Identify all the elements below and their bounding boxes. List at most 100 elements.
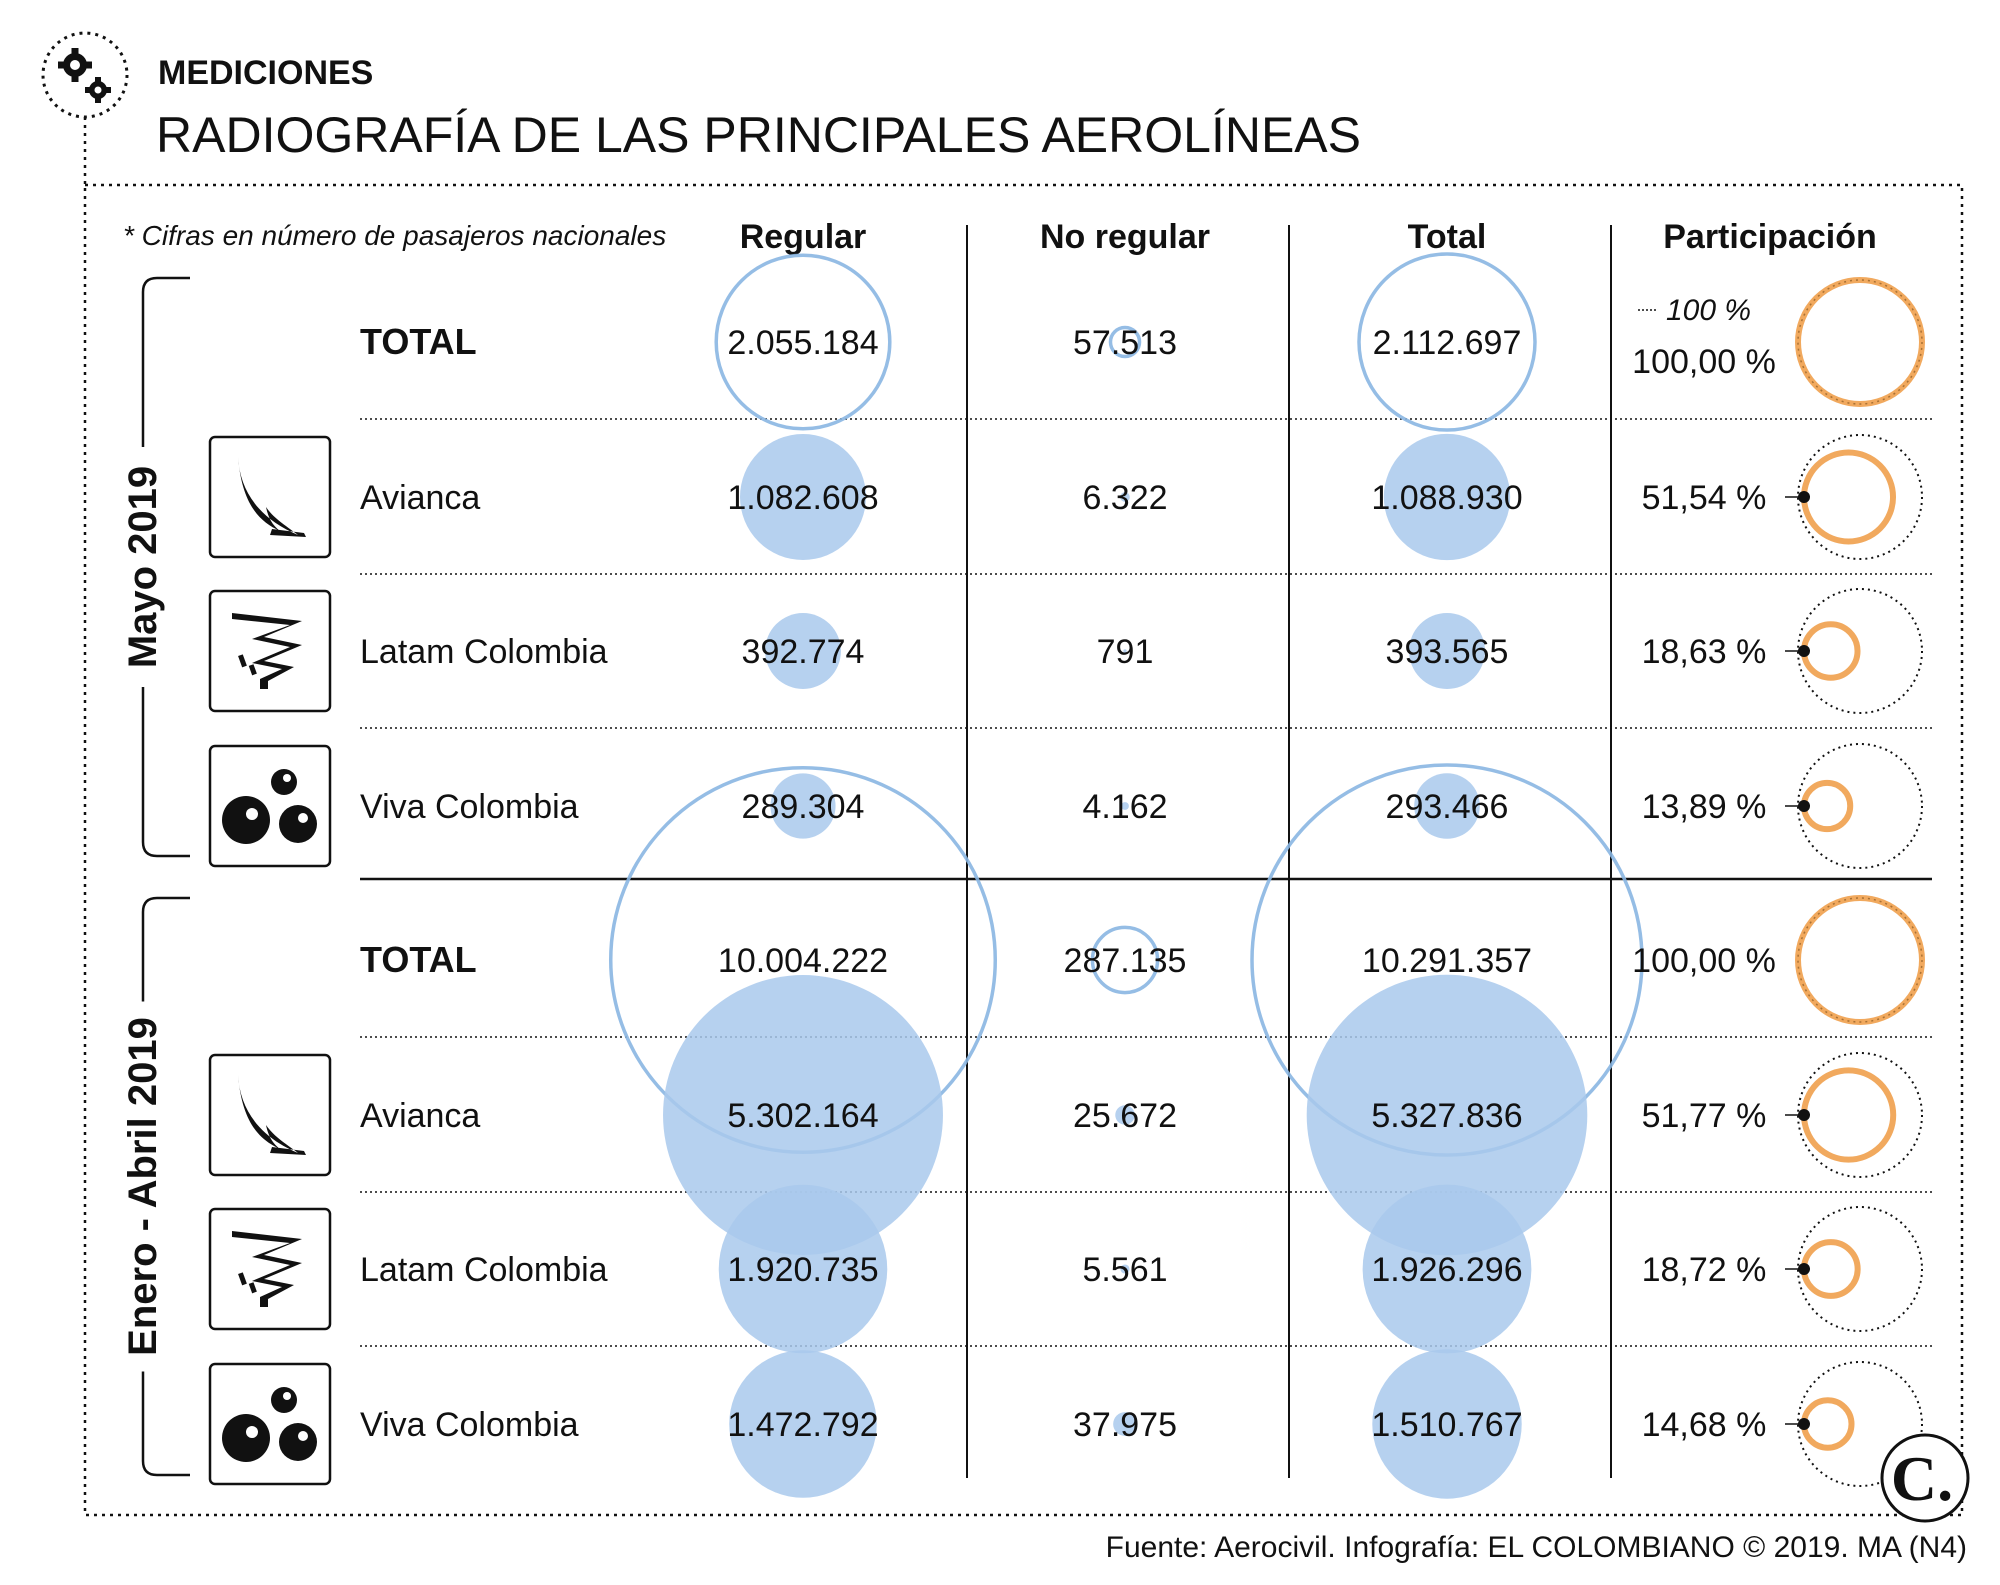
share-dot — [1798, 1418, 1810, 1430]
table-row: Viva Colombia 1.472.792 37.975 1.510.767 14,… — [208, 1361, 1923, 1487]
regular-bubble — [740, 434, 866, 560]
column-headers: Regular No regular Total Participación — [740, 218, 1877, 256]
row-name: Viva Colombia — [360, 1406, 579, 1444]
column-header: Regular — [740, 218, 867, 256]
latam-logo-icon — [208, 1207, 332, 1331]
share-value: 14,68 % — [1642, 1406, 1767, 1444]
total-value: 293.466 — [1386, 788, 1509, 826]
share-dot — [1798, 1109, 1810, 1121]
no_regular-bubble — [1115, 1105, 1135, 1125]
regular-value: 10.004.222 — [718, 942, 888, 980]
page-title: RADIOGRAFÍA DE LAS PRINCIPALES AEROLÍNEA… — [156, 107, 1361, 163]
regular-bubble — [714, 253, 892, 431]
period-label-bg — [119, 1001, 167, 1372]
no-regular-value: 5.561 — [1082, 1251, 1167, 1289]
no_regular-bubble — [1120, 492, 1130, 502]
bubbles — [608, 252, 1644, 1499]
column-header: Total — [1408, 218, 1487, 256]
no_regular-bubble — [1090, 925, 1160, 995]
total-value: 1.510.767 — [1371, 1406, 1522, 1444]
no_regular-bubble — [1108, 325, 1142, 359]
total-value: 393.565 — [1386, 633, 1509, 671]
table-row: TOTAL 10.004.222 287.135 10.291.357 100,00 % — [360, 895, 1925, 1025]
no-regular-value: 25.672 — [1073, 1097, 1177, 1135]
table-row: Viva Colombia 289.304 4.162 293.466 13,89 % — [208, 743, 1923, 869]
share-dot — [1798, 645, 1810, 657]
reference-ring — [1797, 434, 1923, 560]
reference-ring — [1797, 1206, 1923, 1332]
table-row: TOTAL 2.055.184 57.513 2.112.697 100,00 % 100… — [360, 277, 1925, 407]
share-value: 100,00 % — [1632, 942, 1776, 980]
brand-mark: C. — [1891, 1443, 1953, 1514]
share-value: 51,54 % — [1642, 479, 1767, 517]
regular-bubble — [729, 1350, 877, 1498]
regular-bubble — [770, 773, 836, 839]
row-name: TOTAL — [360, 321, 477, 362]
share-ring — [1801, 1067, 1897, 1163]
share-ring — [1801, 1397, 1855, 1451]
no-regular-value: 37.975 — [1073, 1406, 1177, 1444]
regular-value: 1.920.735 — [727, 1251, 878, 1289]
no_regular-bubble — [1123, 649, 1127, 653]
footnote: * Cifras en número de pasajeros nacional… — [123, 220, 666, 251]
viva-logo-icon — [208, 1362, 332, 1486]
no_regular-bubble — [1120, 1264, 1130, 1274]
row-name: Viva Colombia — [360, 788, 579, 826]
share-value: 51,77 % — [1642, 1097, 1767, 1135]
reference-ring — [1797, 279, 1923, 405]
no_regular-bubble — [1121, 802, 1129, 810]
share-ring — [1801, 621, 1861, 681]
row-name: Latam Colombia — [360, 633, 608, 671]
no-regular-value: 287.135 — [1064, 942, 1187, 980]
latam-logo-icon — [208, 589, 332, 713]
total-bubble — [1414, 773, 1480, 839]
regular-value: 5.302.164 — [727, 1097, 878, 1135]
reference-ring — [1797, 1361, 1923, 1487]
regular-value: 392.774 — [742, 633, 865, 671]
regular-value: 1.082.608 — [727, 479, 878, 517]
header: MEDICIONES RADIOGRAFÍA DE LAS PRINCIPALE… — [41, 31, 1361, 185]
no-regular-value: 57.513 — [1073, 324, 1177, 362]
regular-bubble — [765, 613, 841, 689]
table-grid — [360, 225, 1932, 1478]
total-bubble — [1383, 433, 1511, 561]
regular-value: 1.472.792 — [727, 1406, 878, 1444]
reference-label: 100 % — [1666, 294, 1751, 327]
no-regular-value: 6.322 — [1082, 479, 1167, 517]
reference-ring — [1797, 897, 1923, 1023]
share-ring — [1801, 779, 1854, 833]
share-value: 18,63 % — [1642, 633, 1767, 671]
reference-ring — [1797, 743, 1923, 869]
total-value: 1.926.296 — [1371, 1251, 1522, 1289]
row-name: Avianca — [360, 1097, 480, 1135]
regular-bubble — [663, 975, 943, 1255]
total-value: 10.291.357 — [1362, 942, 1532, 980]
total-bubble — [1372, 1349, 1522, 1499]
share-value: 18,72 % — [1642, 1251, 1767, 1289]
column-header: No regular — [1040, 218, 1210, 256]
total-bubble — [1306, 974, 1588, 1256]
no-regular-value: 791 — [1097, 633, 1154, 671]
avianca-logo-icon — [208, 435, 332, 559]
total-value: 5.327.836 — [1371, 1097, 1522, 1135]
row-name: Avianca — [360, 479, 480, 517]
source-credit: Fuente: Aerocivil. Infografía: EL COLOMB… — [1106, 1531, 1967, 1564]
column-header: Participación — [1663, 218, 1877, 256]
regular-bubble — [718, 1184, 888, 1354]
kicker: MEDICIONES — [158, 54, 373, 92]
period-label: Mayo 2019 — [121, 466, 165, 668]
frame — [83, 183, 1964, 1517]
row-name: TOTAL — [360, 939, 477, 980]
total-bubble — [1357, 252, 1537, 432]
total-bubble — [1409, 613, 1485, 689]
regular-value: 2.055.184 — [727, 324, 878, 362]
table-rows: Mayo 2019 TOTAL 2.055.184 57.513 2.112.697 10… — [119, 276, 1925, 1487]
table-row: Latam Colombia 1.920.735 5.561 1.926.296 18,… — [208, 1206, 1923, 1332]
brand-badge: C. — [1880, 1433, 1970, 1523]
table-row: Avianca 1.082.608 6.322 1.088.930 51,54 % — [208, 434, 1923, 560]
total-value: 1.088.930 — [1371, 479, 1522, 517]
no_regular-bubble — [1113, 1412, 1137, 1436]
reference-ring — [1797, 1052, 1923, 1178]
share-value: 100,00 % — [1632, 343, 1776, 381]
